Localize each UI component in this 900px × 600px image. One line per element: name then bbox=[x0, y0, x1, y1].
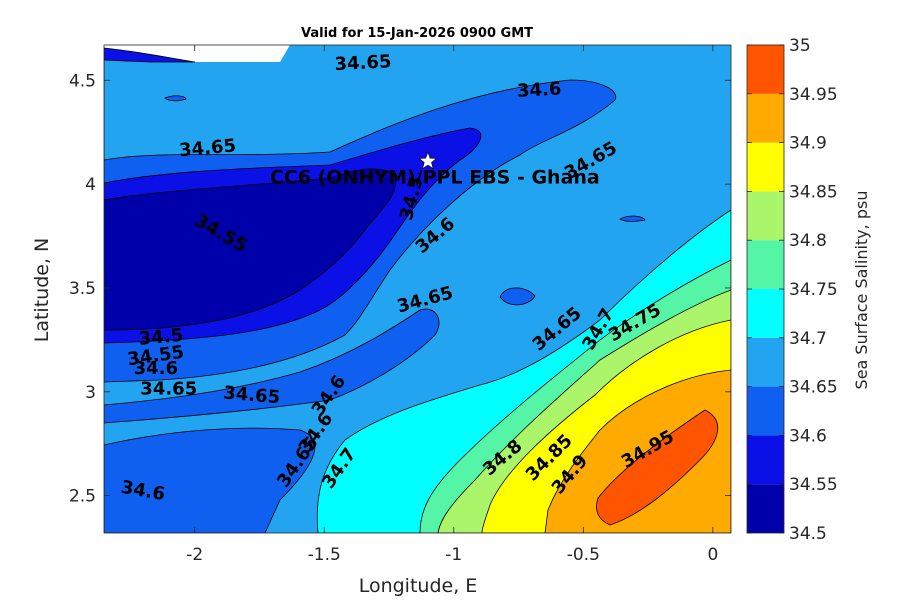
band-34-60-lower bbox=[104, 308, 440, 424]
colorbar-swatch bbox=[747, 93, 784, 143]
x-tick-label: -2 bbox=[186, 545, 203, 565]
land-mask bbox=[104, 45, 290, 62]
band-34-90 bbox=[544, 369, 731, 533]
contour-label: 34.6 bbox=[517, 79, 562, 102]
colorbar-tick-label: 34.8 bbox=[789, 231, 827, 251]
colorbar-swatch bbox=[747, 240, 784, 289]
y-tick-label: 3 bbox=[85, 383, 96, 403]
band-34-60-small bbox=[619, 215, 646, 222]
band-34-50 bbox=[104, 168, 397, 331]
x-tick-label: -0.5 bbox=[567, 545, 600, 565]
site-star-icon bbox=[418, 151, 438, 170]
colorbar-swatch bbox=[747, 337, 784, 387]
contour-label: 34.5 bbox=[138, 325, 184, 350]
y-axis-label: Latitude, N bbox=[31, 238, 53, 343]
contour-label: 34.65 bbox=[178, 135, 237, 161]
colorbar-label: Sea Surface Salinity, psu bbox=[852, 191, 871, 390]
contour-label: 34.65 bbox=[222, 383, 281, 409]
colorbar-tick-label: 34.95 bbox=[789, 85, 838, 105]
colorbar-swatch bbox=[747, 289, 784, 338]
colorbar-swatch bbox=[747, 191, 784, 241]
colorbar-tick-label: 34.5 bbox=[789, 524, 827, 544]
x-axis: -2 -1.5 -1 -0.5 0 bbox=[186, 45, 718, 565]
colorbar-swatch bbox=[747, 435, 784, 485]
band-34-60-blob bbox=[499, 287, 536, 306]
chart-title: Valid for 15-Jan-2026 0900 GMT bbox=[301, 26, 533, 41]
colorbar-tick-label: 34.75 bbox=[789, 280, 838, 300]
y-tick-label: 4 bbox=[85, 175, 96, 195]
colorbar-swatch bbox=[747, 45, 784, 94]
band-34-95 bbox=[596, 409, 719, 526]
colorbar: 34.5 34.55 34.6 34.65 34.7 34.75 34.8 34.85 34.9… bbox=[746, 36, 838, 544]
contour-field bbox=[104, 45, 731, 533]
site-label: CC6 (ONHYM)/PPL EBS - Ghana bbox=[270, 166, 600, 188]
colorbar-swatch bbox=[747, 484, 784, 533]
x-axis-label: Longitude, E bbox=[359, 575, 478, 597]
y-tick-label: 3.5 bbox=[69, 279, 96, 299]
contour-label: 34.6 bbox=[134, 358, 178, 379]
colorbar-tick-label: 34.7 bbox=[789, 329, 827, 349]
x-tick-label: -1 bbox=[445, 545, 462, 565]
y-tick-label: 4.5 bbox=[69, 71, 96, 91]
colorbar-swatch bbox=[747, 386, 784, 436]
colorbar-tick-label: 35 bbox=[789, 36, 811, 56]
band-34-60-dot bbox=[164, 95, 187, 102]
band-34-55-sliver bbox=[104, 47, 196, 63]
y-axis: 2.5 3 3.5 4 4.5 bbox=[69, 71, 731, 507]
x-tick-label: 0 bbox=[707, 545, 718, 565]
x-tick-label: -1.5 bbox=[308, 545, 341, 565]
colorbar-tick-label: 34.9 bbox=[789, 134, 827, 154]
plot-frame bbox=[103, 44, 732, 534]
y-tick-label: 2.5 bbox=[69, 487, 96, 507]
colorbar-tick-label: 34.6 bbox=[789, 426, 827, 446]
band-34-60-bottom bbox=[104, 427, 316, 533]
colorbar-tick-label: 34.65 bbox=[789, 378, 838, 398]
contour-label: 34.65 bbox=[140, 379, 197, 400]
colorbar-swatch bbox=[747, 142, 784, 192]
contour-label: 34.65 bbox=[334, 51, 392, 75]
colorbar-tick-label: 34.85 bbox=[789, 182, 838, 202]
colorbar-tick-label: 34.55 bbox=[789, 475, 838, 495]
